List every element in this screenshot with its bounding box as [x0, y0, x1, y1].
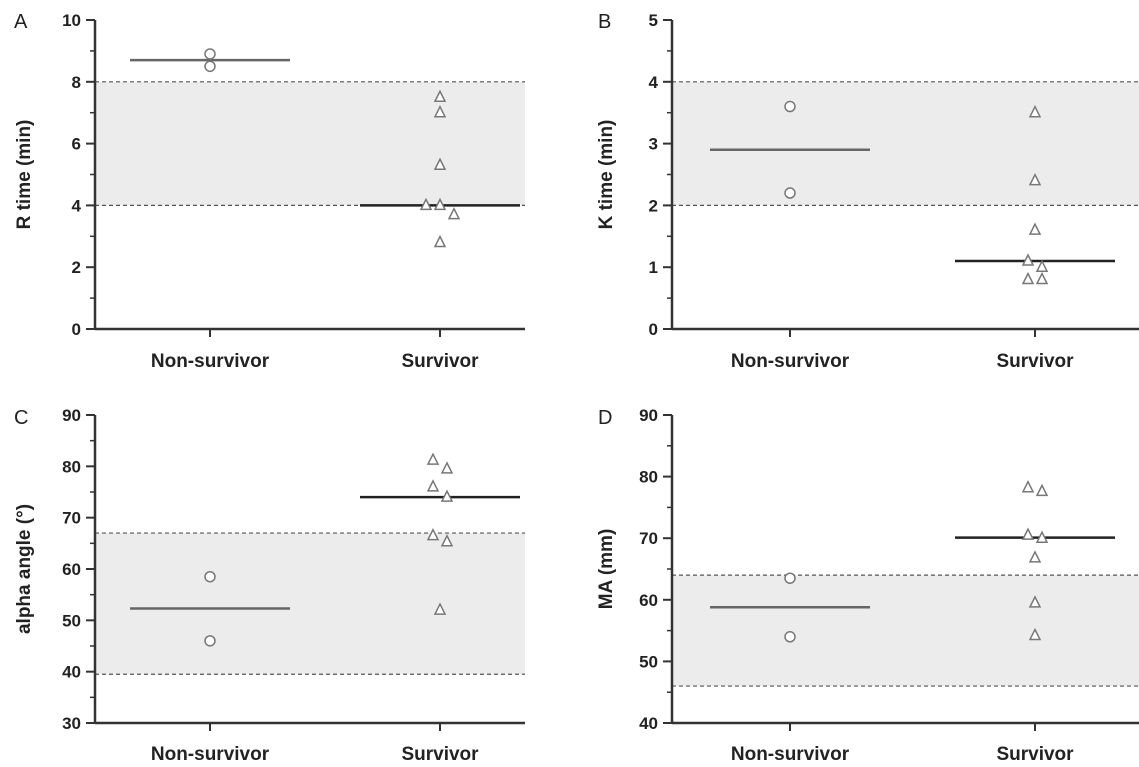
panel-letter: D	[598, 407, 612, 429]
category-label: Non-survivor	[151, 351, 270, 372]
category-label: Non-survivor	[731, 351, 850, 372]
reference-band	[672, 81, 1139, 206]
category-label: Survivor	[996, 351, 1074, 372]
data-point-triangle	[433, 157, 447, 170]
y-tick-label: 60	[62, 560, 81, 579]
y-tick-label: 4	[649, 73, 659, 92]
data-point-circle	[784, 100, 796, 113]
y-tick-label: 10	[62, 11, 81, 30]
category-label: Survivor	[401, 744, 479, 765]
panel-c: 30 40 50 60 70 80 90 Non-survivor Survivor alpha …	[14, 406, 525, 765]
data-point-circle	[204, 48, 216, 60]
category-label: Survivor	[996, 744, 1074, 765]
y-tick-label: 2	[72, 258, 81, 277]
data-point-triangle	[419, 197, 433, 211]
category-label: Non-survivor	[731, 744, 850, 765]
data-point-triangle	[1028, 595, 1042, 608]
category-label: Survivor	[401, 351, 479, 372]
y-tick-label: 40	[62, 663, 81, 682]
data-point-circle	[784, 572, 796, 584]
panel-a: 0 2 4 6 8 10 Non-survivor Survivor R time (min) A	[14, 11, 525, 372]
y-tick-label: 80	[639, 468, 658, 487]
data-point-circle	[204, 60, 216, 73]
data-point-circle	[204, 635, 216, 647]
panel-letter: C	[14, 407, 28, 429]
data-point-triangle	[1021, 271, 1035, 285]
data-point-triangle	[426, 479, 440, 492]
y-tick-label: 90	[639, 406, 658, 425]
data-point-triangle	[1035, 271, 1049, 285]
data-point-triangle	[1021, 253, 1035, 266]
data-point-triangle	[1028, 550, 1042, 563]
y-tick-label: 60	[639, 591, 658, 610]
y-tick-label: 90	[62, 406, 81, 425]
y-tick-label: 1	[649, 258, 658, 277]
data-point-circle	[784, 187, 796, 199]
y-tick-label: 50	[639, 652, 658, 671]
panel-letter: A	[14, 11, 28, 33]
y-axis-label: MA (mm)	[596, 529, 617, 610]
y-tick-label: 8	[72, 73, 81, 92]
data-point-triangle	[1028, 105, 1042, 118]
data-point-triangle	[1021, 480, 1035, 493]
data-point-triangle	[433, 89, 447, 102]
data-point-circle	[784, 631, 796, 643]
data-point-triangle	[1028, 627, 1042, 641]
y-tick-label: 50	[62, 611, 81, 630]
data-point-triangle	[426, 527, 440, 541]
y-tick-label: 2	[649, 196, 658, 215]
reference-band	[672, 575, 1139, 687]
y-tick-label: 30	[62, 714, 81, 733]
y-tick-label: 6	[72, 135, 81, 154]
y-axis-label: R time (min)	[14, 120, 35, 230]
y-axis-label: alpha angle (°)	[14, 504, 35, 634]
data-point-triangle	[447, 206, 461, 220]
panel-d: 40 50 60 70 80 90 Non-survivor Survivor MA (mm) D	[596, 406, 1139, 765]
y-tick-label: 0	[72, 320, 81, 339]
y-tick-label: 40	[639, 714, 658, 733]
data-point-triangle	[1028, 222, 1042, 235]
data-point-triangle	[440, 534, 454, 547]
data-point-triangle	[433, 234, 447, 248]
data-point-circle	[204, 570, 216, 583]
data-point-triangle	[1021, 527, 1035, 540]
data-point-triangle	[440, 489, 454, 502]
data-point-triangle	[426, 452, 440, 465]
data-point-triangle	[1035, 259, 1049, 272]
data-point-triangle	[433, 602, 447, 615]
y-axis-label: K time (min)	[596, 120, 617, 230]
data-point-triangle	[1035, 530, 1049, 543]
data-point-triangle	[440, 461, 454, 474]
data-point-triangle	[1028, 173, 1042, 186]
category-label: Non-survivor	[151, 744, 270, 765]
reference-band	[95, 81, 525, 206]
y-tick-label: 0	[649, 320, 658, 339]
data-point-triangle	[433, 105, 447, 118]
reference-band	[95, 533, 525, 675]
y-tick-label: 80	[62, 457, 81, 476]
panel-letter: B	[598, 11, 611, 33]
y-tick-label: 4	[72, 196, 82, 215]
data-point-triangle	[1035, 483, 1049, 497]
panel-b: 0 1 2 3 4 5 Non-survivor Survivor K time (min) B	[596, 11, 1139, 372]
data-point-triangle	[433, 197, 447, 211]
y-tick-label: 3	[649, 135, 658, 154]
y-tick-label: 5	[649, 11, 658, 30]
y-tick-label: 70	[639, 529, 658, 548]
y-tick-label: 70	[62, 509, 81, 528]
